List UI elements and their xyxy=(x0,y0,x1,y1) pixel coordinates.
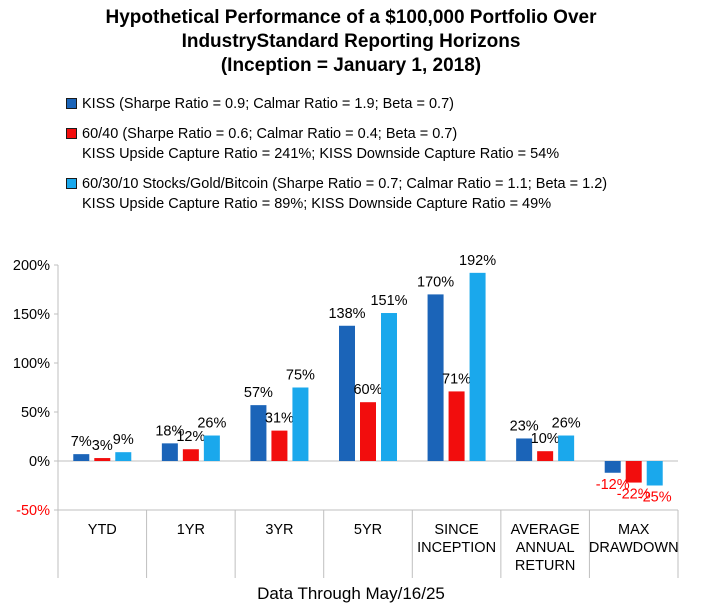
x-tick-label: AVERAGE xyxy=(511,522,580,538)
legend: KISS (Sharpe Ratio = 0.9; Calmar Ratio =… xyxy=(64,94,607,214)
data-label: 31% xyxy=(265,411,294,427)
data-label: 192% xyxy=(459,253,496,269)
data-label: 26% xyxy=(552,416,581,432)
data-label: -22% xyxy=(617,487,651,503)
x-tick-label: SINCE xyxy=(434,522,479,538)
legend-label-603010: 60/30/10 Stocks/Gold/Bitcoin (Sharpe Rat… xyxy=(82,176,608,192)
legend-swatch-603010 xyxy=(66,178,77,189)
bar xyxy=(448,391,465,461)
chart-title: Hypothetical Performance of a $100,000 P… xyxy=(0,6,702,78)
title-line-1: Hypothetical Performance of a $100,000 P… xyxy=(105,7,597,28)
data-label: 7% xyxy=(71,434,92,450)
legend-label-kiss: KISS (Sharpe Ratio = 0.9; Calmar Ratio =… xyxy=(82,96,454,112)
bar xyxy=(558,435,575,461)
data-label: 18% xyxy=(155,423,184,439)
bar xyxy=(182,449,199,461)
bar xyxy=(516,438,533,461)
y-tick-label: 0% xyxy=(29,454,50,470)
bar xyxy=(292,387,309,461)
x-tick-label: 3YR xyxy=(265,522,293,538)
data-label: 23% xyxy=(510,418,539,434)
data-label: 12% xyxy=(176,429,205,445)
x-tick-label: 1YR xyxy=(177,522,205,538)
data-label: 9% xyxy=(113,432,134,448)
bar xyxy=(161,443,178,461)
bar xyxy=(427,294,444,461)
data-label: 138% xyxy=(328,306,365,322)
title-line-2: IndustryStandard Reporting Horizons xyxy=(181,31,521,52)
y-tick-label: 150% xyxy=(13,307,50,323)
legend-swatch-kiss xyxy=(66,98,77,109)
bar xyxy=(625,461,642,483)
bar xyxy=(271,430,288,461)
legend-item-kiss: KISS (Sharpe Ratio = 0.9; Calmar Ratio =… xyxy=(64,94,607,114)
bar xyxy=(250,405,267,461)
bar xyxy=(381,313,397,461)
data-label: 75% xyxy=(286,368,315,384)
data-label: 10% xyxy=(531,431,560,447)
data-label: 170% xyxy=(417,274,454,290)
bar xyxy=(94,458,111,461)
bar xyxy=(360,402,376,461)
legend-note-603010: KISS Upside Capture Ratio = 89%; KISS Do… xyxy=(82,196,552,212)
x-tick-label: DRAWDOWN xyxy=(589,540,679,556)
bar xyxy=(604,461,621,473)
footer-note: Data Through May/16/25 xyxy=(257,584,445,603)
legend-item-6040: 60/40 (Sharpe Ratio = 0.6; Calmar Ratio … xyxy=(64,124,607,164)
title-line-3: (Inception = January 1, 2018) xyxy=(220,55,482,76)
legend-label-6040: 60/40 (Sharpe Ratio = 0.6; Calmar Ratio … xyxy=(82,126,458,142)
x-tick-label: MAX xyxy=(618,522,650,538)
y-tick-label: 100% xyxy=(13,356,50,372)
bar xyxy=(469,272,486,461)
bar xyxy=(339,325,355,461)
legend-item-603010: 60/30/10 Stocks/Gold/Bitcoin (Sharpe Rat… xyxy=(64,174,607,214)
bar xyxy=(73,454,90,461)
data-label: 3% xyxy=(92,438,113,454)
data-label: 151% xyxy=(370,293,407,309)
bar xyxy=(537,451,554,461)
bar xyxy=(646,461,663,486)
legend-swatch-6040 xyxy=(66,128,77,139)
data-label: 71% xyxy=(442,371,471,387)
bar xyxy=(115,452,132,461)
x-tick-label: 5YR xyxy=(354,522,382,538)
data-label: -12% xyxy=(596,477,630,493)
y-tick-label: -50% xyxy=(16,503,50,519)
data-label: -25% xyxy=(638,490,672,506)
x-tick-label: RETURN xyxy=(515,558,575,574)
x-tick-label: INCEPTION xyxy=(417,540,496,556)
x-tick-label: YTD xyxy=(88,522,117,538)
bar xyxy=(203,435,220,461)
x-tick-label: ANNUAL xyxy=(516,540,575,556)
data-label: 26% xyxy=(197,416,226,432)
y-tick-label: 50% xyxy=(21,405,50,421)
data-label: 57% xyxy=(244,385,273,401)
data-label: 60% xyxy=(353,382,382,398)
y-tick-label: 200% xyxy=(13,258,50,274)
legend-note-6040: KISS Upside Capture Ratio = 241%; KISS D… xyxy=(82,146,560,162)
